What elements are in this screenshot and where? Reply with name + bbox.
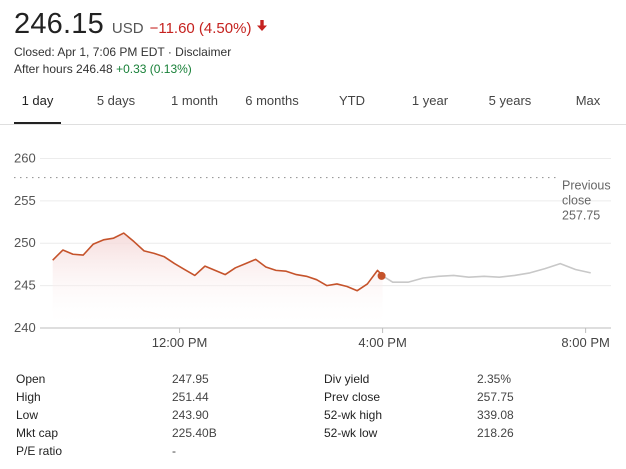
tab-ytd[interactable]: YTD [339,93,365,108]
after-hours-change: +0.33 (0.13%) [116,62,192,76]
y-tick-label: 250 [14,235,36,250]
stat-value: 257.75 [477,390,514,404]
active-tab-indicator [14,122,61,124]
stat-label: Low [16,408,39,422]
tabs-divider [0,124,626,125]
stat-label: High [16,390,41,404]
tab-6-months[interactable]: 6 months [245,93,299,108]
stat-label: Open [16,372,46,386]
y-tick-label: 255 [14,193,36,208]
stat-value: 243.90 [172,408,209,422]
tab-max[interactable]: Max [575,93,601,108]
stat-row: Mkt cap 225.40B 52-wk low 218.26 [16,424,616,442]
y-tick-label: 240 [14,320,36,335]
arrow-down-icon [257,18,268,36]
price-area-fill [52,233,383,328]
currency-label: USD [111,20,144,37]
previous-close-label: close [562,194,591,208]
price-chart[interactable]: 260 255 250 245 240 12:00 PM 4:00 PM 8:00 PM Pre… [0,150,626,360]
x-tick-label: 4:00 PM [358,335,406,350]
stat-value: 218.26 [477,426,514,440]
stat-row: Open 247.95 Div yield 2.35% [16,370,616,388]
range-tabs: 1 day 5 days 1 month 6 months YTD 1 year… [14,84,626,124]
close-marker [377,271,386,280]
tab-5-years[interactable]: 5 years [488,93,532,108]
stat-value: 251.44 [172,390,209,404]
stat-value: 247.95 [172,372,209,386]
quote-header: 246.15 USD −11.60 (4.50%) Closed: Apr 1,… [14,8,614,77]
tab-1-day[interactable]: 1 day [21,93,54,108]
tab-1-month[interactable]: 1 month [171,93,218,108]
price-change: −11.60 (4.50%) [149,20,252,37]
stat-label: P/E ratio [16,444,63,458]
stat-label: 52-wk low [324,426,378,440]
stat-row: P/E ratio - [16,442,616,460]
stat-value: 225.40B [172,426,217,440]
stat-label: Mkt cap [16,426,59,440]
after-hours-line [382,262,591,284]
previous-close-label: 257.75 [562,209,600,223]
current-price: 246.15 [14,8,104,40]
stat-label: Prev close [324,390,381,404]
x-tick-label: 12:00 PM [152,335,208,350]
key-stats: Open 247.95 Div yield 2.35% High 251.44 … [16,370,616,460]
stat-row: Low 243.90 52-wk high 339.08 [16,406,616,424]
stat-row: High 251.44 Prev close 257.75 [16,388,616,406]
x-tick-label: 8:00 PM [561,335,609,350]
stat-label: Div yield [324,372,370,386]
after-hours-label: After hours 246.48 [14,62,113,76]
after-hours-info: After hours 246.48 +0.33 (0.13%) [14,62,614,77]
y-tick-label: 260 [14,150,36,165]
stat-label: 52-wk high [324,408,383,422]
tab-1-year[interactable]: 1 year [411,93,449,108]
regular-session-line [52,232,384,292]
stat-value: 2.35% [477,372,512,386]
tab-5-days[interactable]: 5 days [96,93,136,108]
y-tick-label: 245 [14,278,36,293]
price-row: 246.15 USD −11.60 (4.50%) [14,8,614,41]
closed-info: Closed: Apr 1, 7:06 PM EDT · Disclaimer [14,45,232,59]
previous-close-label: Previous [562,179,611,193]
stat-value: - [172,444,176,458]
stat-value: 339.08 [477,408,514,422]
